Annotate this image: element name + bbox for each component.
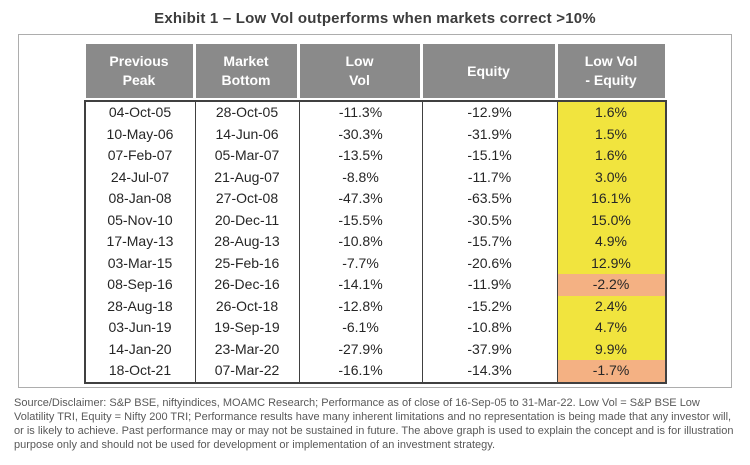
column-header-low-vol-minus-equity: Low Vol - Equity bbox=[557, 44, 665, 98]
cell-market_bottom: 07-Mar-22 bbox=[195, 360, 300, 382]
cell-previous_peak: 05-Nov-10 bbox=[85, 209, 196, 231]
cell-low_vol_minus_equity: 12.9% bbox=[557, 252, 665, 274]
cell-previous_peak: 28-Aug-18 bbox=[85, 295, 196, 317]
cell-market_bottom: 28-Oct-05 bbox=[195, 102, 300, 124]
cell-previous_peak: 08-Sep-16 bbox=[85, 274, 196, 296]
cell-previous_peak: 08-Jan-08 bbox=[85, 188, 196, 210]
cell-low_vol: -30.3% bbox=[299, 123, 423, 145]
cell-low_vol: -10.8% bbox=[299, 231, 423, 253]
table-row: 10-May-06 14-Jun-06 -30.3% -31.9% 1.5% bbox=[85, 123, 665, 145]
table-row: 17-May-13 28-Aug-13 -10.8% -15.7% 4.9% bbox=[85, 231, 665, 253]
cell-low_vol_minus_equity: 2.4% bbox=[557, 295, 665, 317]
cell-low_vol_minus_equity: 1.6% bbox=[557, 102, 665, 124]
cell-low_vol: -6.1% bbox=[299, 317, 423, 339]
table-row: 08-Jan-08 27-Oct-08 -47.3% -63.5% 16.1% bbox=[85, 188, 665, 210]
cell-equity: -11.9% bbox=[422, 274, 558, 296]
table-header-row: Previous Peak Market Bottom Low Vol Equi… bbox=[85, 44, 665, 98]
cell-previous_peak: 14-Jan-20 bbox=[85, 338, 196, 360]
cell-low_vol: -13.5% bbox=[299, 145, 423, 167]
cell-previous_peak: 04-Oct-05 bbox=[85, 102, 196, 124]
table-row: 03-Mar-15 25-Feb-16 -7.7% -20.6% 12.9% bbox=[85, 252, 665, 274]
table-row: 03-Jun-19 19-Sep-19 -6.1% -10.8% 4.7% bbox=[85, 317, 665, 339]
table-row: 04-Oct-05 28-Oct-05 -11.3% -12.9% 1.6% bbox=[85, 102, 665, 124]
cell-previous_peak: 18-Oct-21 bbox=[85, 360, 196, 382]
cell-equity: -14.3% bbox=[422, 360, 558, 382]
cell-previous_peak: 07-Feb-07 bbox=[85, 145, 196, 167]
cell-previous_peak: 10-May-06 bbox=[85, 123, 196, 145]
cell-previous_peak: 17-May-13 bbox=[85, 231, 196, 253]
cell-low_vol_minus_equity: 4.7% bbox=[557, 317, 665, 339]
cell-low_vol: -16.1% bbox=[299, 360, 423, 382]
table-row: 18-Oct-21 07-Mar-22 -16.1% -14.3% -1.7% bbox=[85, 360, 665, 382]
cell-equity: -63.5% bbox=[422, 188, 558, 210]
cell-equity: -15.1% bbox=[422, 145, 558, 167]
cell-previous_peak: 03-Jun-19 bbox=[85, 317, 196, 339]
table-row: 28-Aug-18 26-Oct-18 -12.8% -15.2% 2.4% bbox=[85, 295, 665, 317]
table-row: 05-Nov-10 20-Dec-11 -15.5% -30.5% 15.0% bbox=[85, 209, 665, 231]
cell-equity: -11.7% bbox=[422, 166, 558, 188]
cell-previous_peak: 24-Jul-07 bbox=[85, 166, 196, 188]
column-header-previous-peak: Previous Peak bbox=[85, 44, 196, 98]
cell-market_bottom: 26-Dec-16 bbox=[195, 274, 300, 296]
exhibit-title: Exhibit 1 – Low Vol outperforms when mar… bbox=[154, 10, 596, 27]
table-body: 04-Oct-05 28-Oct-05 -11.3% -12.9% 1.6% 10-May… bbox=[83, 100, 667, 384]
cell-equity: -15.2% bbox=[422, 295, 558, 317]
cell-low_vol: -7.7% bbox=[299, 252, 423, 274]
cell-low_vol_minus_equity: 1.5% bbox=[557, 123, 665, 145]
cell-market_bottom: 27-Oct-08 bbox=[195, 188, 300, 210]
table-frame: Previous Peak Market Bottom Low Vol Equi… bbox=[18, 34, 732, 388]
cell-market_bottom: 23-Mar-20 bbox=[195, 338, 300, 360]
data-table: Previous Peak Market Bottom Low Vol Equi… bbox=[83, 44, 667, 384]
column-header-equity: Equity bbox=[422, 44, 558, 98]
cell-low_vol: -8.8% bbox=[299, 166, 423, 188]
cell-equity: -37.9% bbox=[422, 338, 558, 360]
cell-low_vol: -14.1% bbox=[299, 274, 423, 296]
column-header-market-bottom: Market Bottom bbox=[195, 44, 300, 98]
cell-equity: -10.8% bbox=[422, 317, 558, 339]
cell-low_vol_minus_equity: 1.6% bbox=[557, 145, 665, 167]
cell-low_vol_minus_equity: 4.9% bbox=[557, 231, 665, 253]
cell-equity: -30.5% bbox=[422, 209, 558, 231]
cell-market_bottom: 28-Aug-13 bbox=[195, 231, 300, 253]
column-header-low-vol: Low Vol bbox=[299, 44, 423, 98]
cell-low_vol_minus_equity: 15.0% bbox=[557, 209, 665, 231]
cell-low_vol_minus_equity: 3.0% bbox=[557, 166, 665, 188]
cell-market_bottom: 19-Sep-19 bbox=[195, 317, 300, 339]
cell-market_bottom: 25-Feb-16 bbox=[195, 252, 300, 274]
cell-market_bottom: 05-Mar-07 bbox=[195, 145, 300, 167]
cell-low_vol: -11.3% bbox=[299, 102, 423, 124]
cell-market_bottom: 26-Oct-18 bbox=[195, 295, 300, 317]
cell-low_vol_minus_equity: -2.2% bbox=[557, 274, 665, 296]
cell-previous_peak: 03-Mar-15 bbox=[85, 252, 196, 274]
table-row: 24-Jul-07 21-Aug-07 -8.8% -11.7% 3.0% bbox=[85, 166, 665, 188]
table-row: 14-Jan-20 23-Mar-20 -27.9% -37.9% 9.9% bbox=[85, 338, 665, 360]
cell-market_bottom: 21-Aug-07 bbox=[195, 166, 300, 188]
source-disclaimer: Source/Disclaimer: S&P BSE, niftyindices… bbox=[14, 397, 734, 451]
cell-market_bottom: 20-Dec-11 bbox=[195, 209, 300, 231]
cell-low_vol: -27.9% bbox=[299, 338, 423, 360]
table-row: 08-Sep-16 26-Dec-16 -14.1% -11.9% -2.2% bbox=[85, 274, 665, 296]
table-row: 07-Feb-07 05-Mar-07 -13.5% -15.1% 1.6% bbox=[85, 145, 665, 167]
cell-equity: -20.6% bbox=[422, 252, 558, 274]
cell-market_bottom: 14-Jun-06 bbox=[195, 123, 300, 145]
cell-low_vol_minus_equity: -1.7% bbox=[557, 360, 665, 382]
cell-low_vol: -12.8% bbox=[299, 295, 423, 317]
cell-low_vol_minus_equity: 9.9% bbox=[557, 338, 665, 360]
cell-equity: -12.9% bbox=[422, 102, 558, 124]
cell-low_vol: -47.3% bbox=[299, 188, 423, 210]
cell-equity: -15.7% bbox=[422, 231, 558, 253]
cell-low_vol: -15.5% bbox=[299, 209, 423, 231]
cell-equity: -31.9% bbox=[422, 123, 558, 145]
cell-low_vol_minus_equity: 16.1% bbox=[557, 188, 665, 210]
